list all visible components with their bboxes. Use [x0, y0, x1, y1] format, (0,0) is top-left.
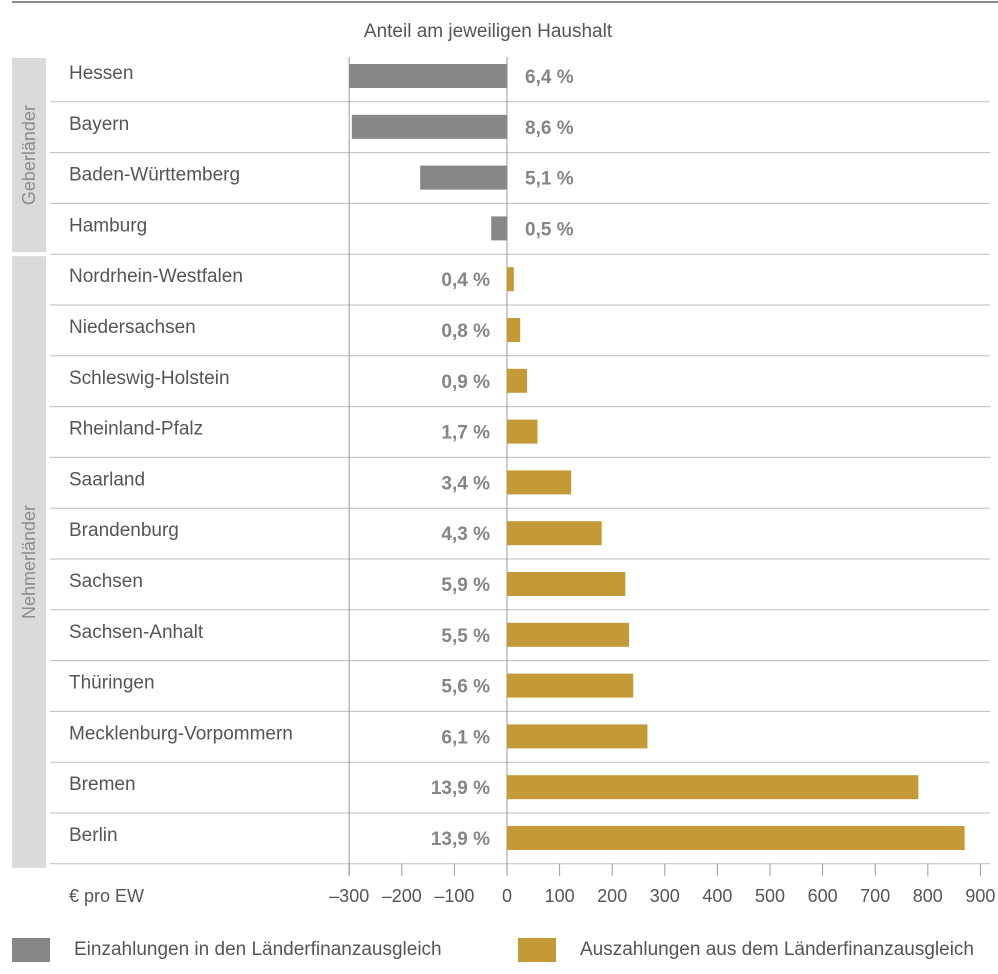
category-label: Mecklenburg-Vorpommern — [69, 723, 293, 744]
category-label: Rheinland-Pfalz — [69, 419, 203, 440]
bar-sachsen-anhalt — [507, 622, 630, 647]
share-label: 0,9 % — [441, 372, 490, 393]
bar-berlin — [507, 826, 965, 850]
share-label: 5,9 % — [441, 575, 490, 596]
x-tick-label: 600 — [808, 886, 838, 906]
group-label-nehmerlaender: Nehmerländer — [19, 505, 39, 619]
share-label: 4,3 % — [441, 524, 490, 545]
bar-baden-w-rttemberg — [420, 165, 507, 190]
group-label-geberlaender: Geberländer — [19, 105, 39, 205]
bar-brandenburg — [507, 521, 602, 546]
legend-swatch-auszahlungen — [518, 938, 556, 962]
x-tick-label: 900 — [965, 886, 995, 906]
share-label: 8,6 % — [525, 118, 574, 139]
group-band-geberlaender — [12, 58, 46, 253]
x-tick-label: 200 — [597, 886, 627, 906]
bar-saarland — [507, 470, 572, 495]
category-label: Saarland — [69, 469, 145, 490]
share-label: 6,4 % — [525, 67, 574, 88]
share-label: 13,9 % — [431, 829, 490, 850]
category-label: Thüringen — [69, 673, 155, 694]
category-label: Bayern — [69, 114, 129, 135]
bar-sachsen — [507, 572, 626, 596]
category-label: Hamburg — [69, 215, 147, 236]
share-label: 1,7 % — [441, 423, 490, 444]
legend-swatch-einzahlungen — [12, 938, 50, 962]
bar-rheinland-pfalz — [507, 419, 538, 444]
category-label: Sachsen-Anhalt — [69, 622, 204, 643]
share-label: 6,1 % — [441, 727, 490, 748]
bar-th-ringen — [507, 673, 634, 698]
category-label: Sachsen — [69, 571, 143, 592]
x-tick-label: 400 — [702, 886, 732, 906]
category-label: Baden-Württemberg — [69, 165, 240, 186]
category-label: Nordrhein-Westfalen — [69, 266, 243, 287]
legend-item-einzahlungen: Einzahlungen in den Länderfinanzausgleic… — [12, 930, 442, 970]
share-label: 5,5 % — [441, 626, 490, 647]
bar-niedersachsen — [507, 318, 521, 342]
category-label: Berlin — [69, 825, 118, 846]
legend-label-einzahlungen: Einzahlungen in den Länderfinanzausgleic… — [74, 939, 442, 960]
bar-hamburg — [491, 216, 507, 241]
x-tick-label: 100 — [545, 886, 575, 906]
bar-bayern — [351, 114, 507, 139]
group-band-nehmerlaender — [12, 256, 46, 868]
category-label: Brandenburg — [69, 520, 179, 541]
x-tick-label: 800 — [913, 886, 943, 906]
share-label: 0,8 % — [441, 321, 490, 342]
x-axis-label: € pro EW — [69, 886, 144, 906]
x-tick-label: –200 — [382, 886, 422, 906]
share-label: 0,4 % — [441, 270, 490, 291]
bar-nordrhein-westfalen — [507, 267, 514, 292]
category-label: Bremen — [69, 774, 136, 795]
category-label: Hessen — [69, 63, 133, 84]
x-tick-label: 300 — [650, 886, 680, 906]
chart-title: Anteil am jeweiligen Haushalt — [364, 21, 613, 42]
bar-mecklenburg-vorpommern — [507, 724, 648, 749]
share-label: 3,4 % — [441, 473, 490, 494]
bar-schleswig-holstein — [507, 368, 527, 393]
share-label: 5,1 % — [525, 169, 574, 190]
bar-bremen — [507, 775, 919, 800]
x-tick-label: –100 — [434, 886, 474, 906]
share-label: 0,5 % — [525, 219, 574, 240]
category-label: Niedersachsen — [69, 317, 196, 338]
x-tick-label: –300 — [329, 886, 369, 906]
legend-label-auszahlungen: Auszahlungen aus dem Länderfinanzausglei… — [580, 939, 974, 960]
share-label: 13,9 % — [431, 778, 490, 799]
category-label: Schleswig-Holstein — [69, 368, 230, 389]
bar-hessen — [349, 64, 507, 88]
share-label: 5,6 % — [441, 677, 490, 698]
legend-item-auszahlungen: Auszahlungen aus dem Länderfinanzausglei… — [518, 930, 974, 970]
x-tick-label: 500 — [755, 886, 785, 906]
x-tick-label: 700 — [860, 886, 890, 906]
x-tick-label: 0 — [502, 886, 512, 906]
